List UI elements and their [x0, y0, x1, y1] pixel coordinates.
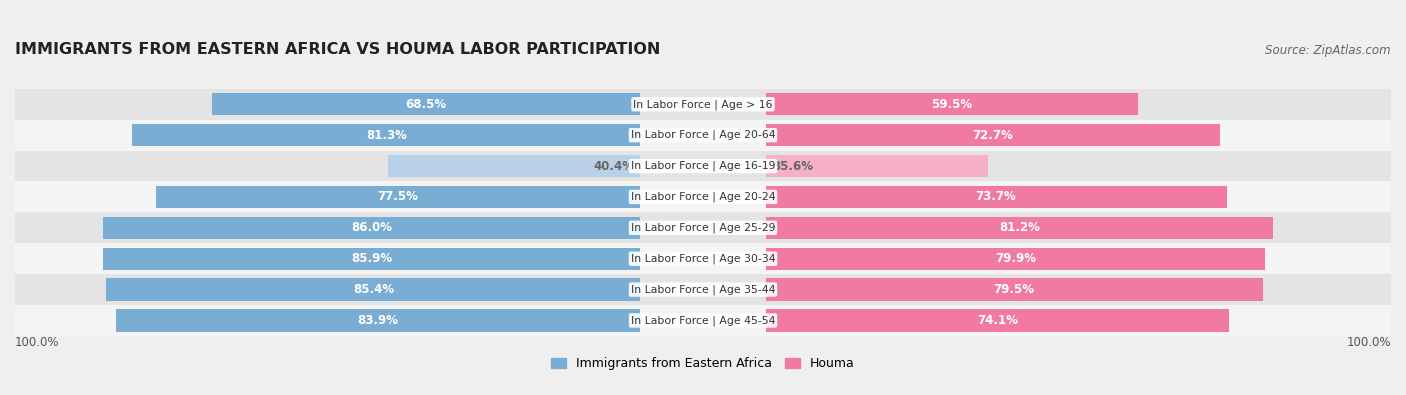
Bar — [388, 155, 641, 177]
Bar — [15, 120, 1391, 150]
Bar — [765, 124, 1220, 146]
Bar — [15, 89, 1391, 120]
Text: In Labor Force | Age 25-29: In Labor Force | Age 25-29 — [631, 222, 775, 233]
Bar — [15, 274, 1391, 305]
Text: In Labor Force | Age > 16: In Labor Force | Age > 16 — [633, 99, 773, 109]
Bar — [15, 181, 1391, 213]
Text: 81.2%: 81.2% — [1000, 221, 1040, 234]
Text: 86.0%: 86.0% — [352, 221, 392, 234]
Bar — [103, 248, 641, 270]
Text: 83.9%: 83.9% — [357, 314, 398, 327]
Text: In Labor Force | Age 45-54: In Labor Force | Age 45-54 — [631, 315, 775, 326]
Bar — [107, 278, 641, 301]
Text: In Labor Force | Age 20-64: In Labor Force | Age 20-64 — [631, 130, 775, 140]
Bar — [115, 309, 641, 331]
Bar — [765, 248, 1265, 270]
Bar — [765, 93, 1137, 115]
Text: 77.5%: 77.5% — [378, 190, 419, 203]
Text: In Labor Force | Age 16-19: In Labor Force | Age 16-19 — [631, 161, 775, 171]
Text: Source: ZipAtlas.com: Source: ZipAtlas.com — [1265, 43, 1391, 56]
Text: 79.9%: 79.9% — [995, 252, 1036, 265]
Text: In Labor Force | Age 35-44: In Labor Force | Age 35-44 — [631, 284, 775, 295]
Bar — [156, 186, 641, 208]
Text: 35.6%: 35.6% — [772, 160, 813, 173]
Bar — [15, 305, 1391, 336]
Bar — [765, 278, 1263, 301]
Text: 81.3%: 81.3% — [366, 129, 406, 142]
Text: 72.7%: 72.7% — [973, 129, 1014, 142]
Text: 85.9%: 85.9% — [352, 252, 392, 265]
Text: 79.5%: 79.5% — [994, 283, 1035, 296]
Text: 68.5%: 68.5% — [406, 98, 447, 111]
Text: 40.4%: 40.4% — [593, 160, 634, 173]
Bar — [132, 124, 641, 146]
Bar — [765, 155, 988, 177]
Bar — [212, 93, 641, 115]
Text: In Labor Force | Age 30-34: In Labor Force | Age 30-34 — [631, 254, 775, 264]
Text: In Labor Force | Age 20-24: In Labor Force | Age 20-24 — [631, 192, 775, 202]
Bar — [765, 309, 1229, 331]
Bar — [15, 150, 1391, 181]
Text: 100.0%: 100.0% — [1347, 336, 1391, 349]
Bar — [15, 243, 1391, 274]
Bar — [15, 213, 1391, 243]
Text: 73.7%: 73.7% — [976, 190, 1017, 203]
Text: 59.5%: 59.5% — [931, 98, 972, 111]
Text: IMMIGRANTS FROM EASTERN AFRICA VS HOUMA LABOR PARTICIPATION: IMMIGRANTS FROM EASTERN AFRICA VS HOUMA … — [15, 41, 661, 56]
Legend: Immigrants from Eastern Africa, Houma: Immigrants from Eastern Africa, Houma — [547, 352, 859, 375]
Bar — [765, 217, 1274, 239]
Bar — [765, 186, 1226, 208]
Bar — [103, 217, 641, 239]
Text: 85.4%: 85.4% — [353, 283, 394, 296]
Text: 100.0%: 100.0% — [15, 336, 59, 349]
Text: 74.1%: 74.1% — [977, 314, 1018, 327]
